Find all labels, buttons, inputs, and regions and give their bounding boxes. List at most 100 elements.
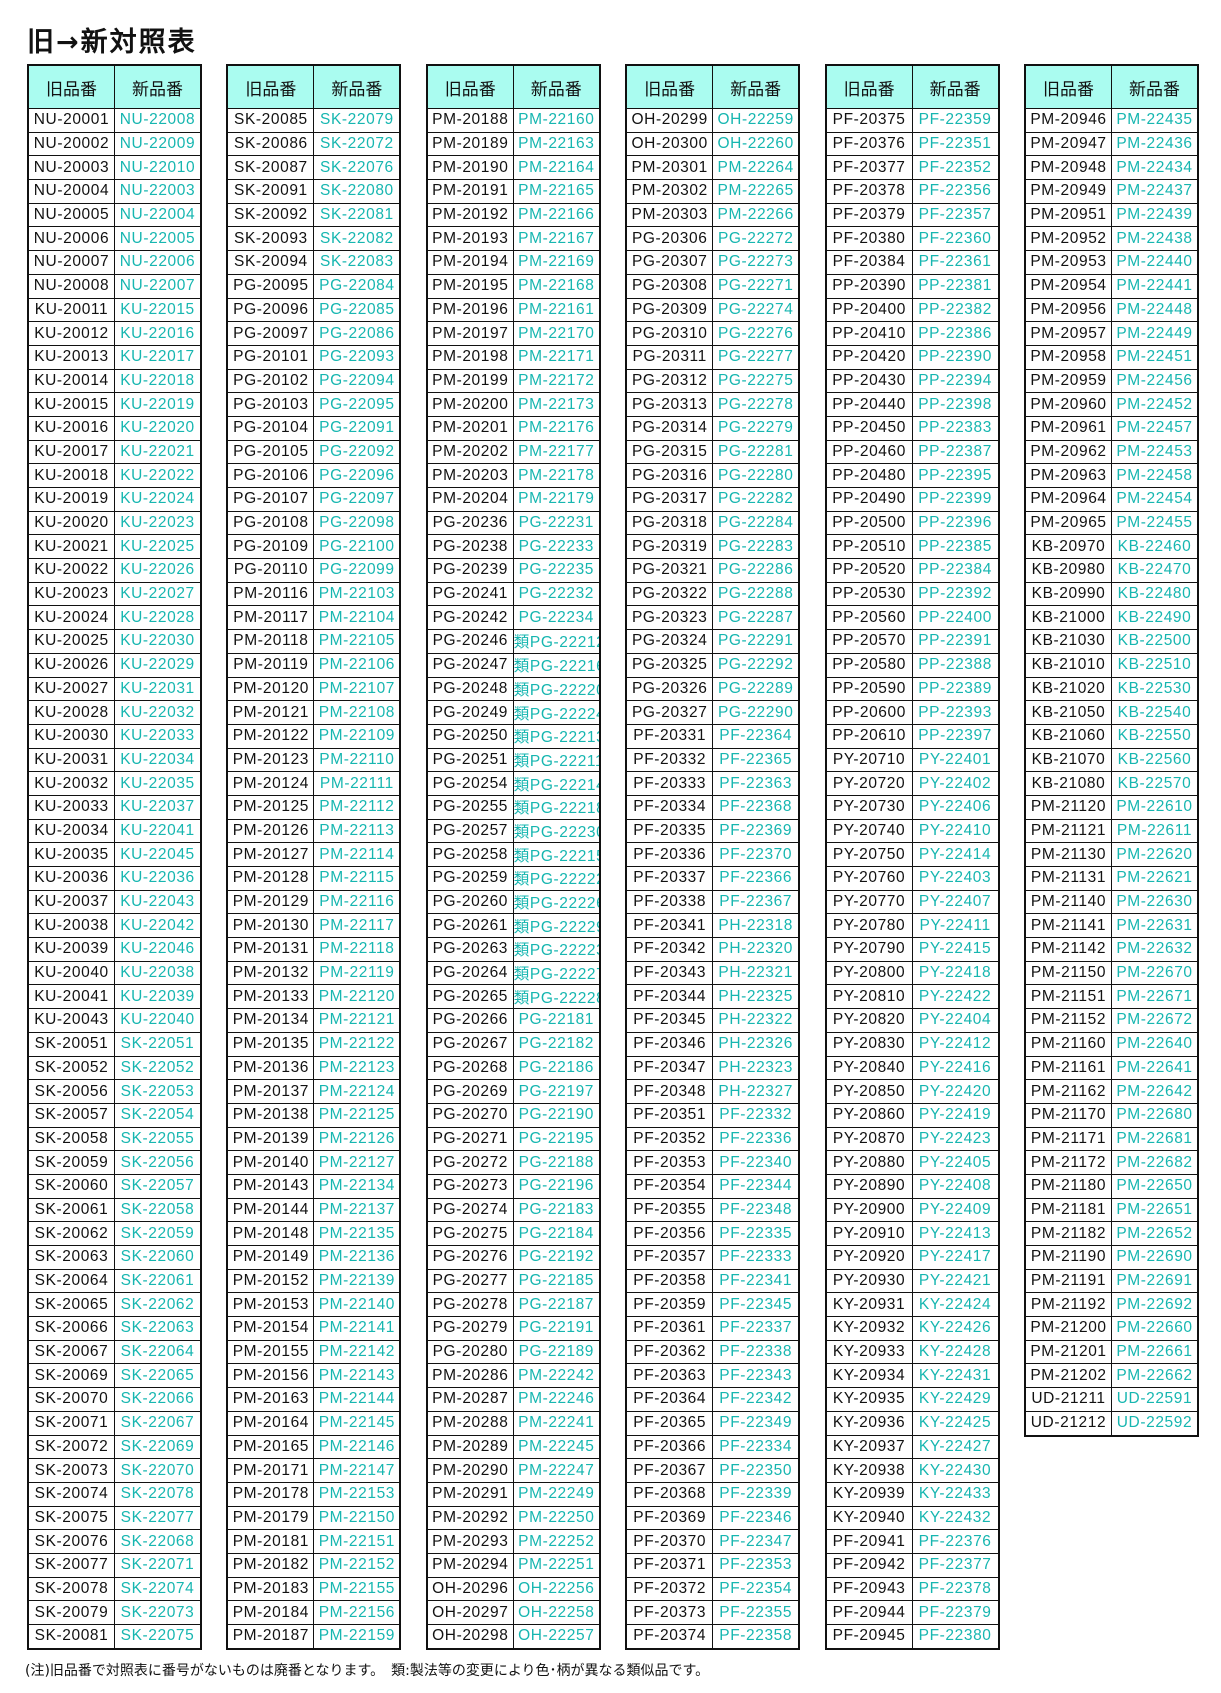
table-row: PP-20510 PP-22385: [825, 534, 1000, 560]
old-number-cell: PM-20961: [1024, 415, 1112, 441]
table-row: KU-20031 KU-22034: [27, 747, 202, 773]
old-number-cell: PF-20346: [625, 1031, 714, 1057]
old-number-cell: PP-20410: [825, 321, 913, 346]
table-row: PM-20154 PM-22141: [226, 1316, 401, 1341]
new-number-cell: PF-22356: [911, 179, 1000, 204]
old-number-cell: PM-20962: [1024, 439, 1112, 465]
table-row: SK-20079 SK-22073: [27, 1600, 202, 1625]
table-row: PM-20291 PM-22249: [426, 1481, 601, 1507]
table-row: PG-20277 PG-22185: [426, 1268, 601, 1294]
new-number-cell: PY-22416: [911, 1055, 1000, 1081]
table-row: SK-20067 SK-22064: [27, 1339, 202, 1365]
old-number-cell: PM-20134: [226, 1008, 315, 1033]
new-number-cell: SK-22071: [114, 1552, 202, 1578]
old-number-cell: PM-20198: [426, 344, 514, 370]
old-number-cell: KB-21060: [1024, 723, 1112, 749]
new-number-cell: PP-22382: [911, 297, 1000, 323]
new-number-cell: KU-22022: [114, 463, 202, 488]
new-number-cell: PG-22097: [313, 487, 401, 512]
new-number-cell: PF-22337: [712, 1316, 800, 1341]
new-number-cell: SK-22064: [114, 1339, 202, 1365]
table-row: PM-21130 PM-22620: [1024, 842, 1199, 867]
conversion-table: 旧品番 新品番 PM-20188 PM-22160 PM-20189 PM-22163 PM…: [425, 64, 601, 1650]
table-row: PG-20096 PG-22085: [226, 297, 401, 323]
table-row: PG-20250 類PG-22213: [426, 723, 601, 749]
new-number-cell: KU-22030: [114, 629, 202, 654]
old-number-cell: OH-20299: [625, 108, 714, 133]
old-number-cell: PG-20238: [426, 534, 514, 560]
table-row: PF-20354 PF-22344: [625, 1173, 800, 1199]
old-number-cell: PG-20106: [226, 463, 315, 488]
table-row: SK-20087 SK-22076: [226, 155, 401, 181]
table-row: PM-20952 PM-22438: [1024, 226, 1199, 252]
old-number-cell: KU-20028: [27, 700, 115, 725]
old-number-cell: PF-20366: [625, 1434, 714, 1460]
new-number-cell: PG-22185: [512, 1268, 601, 1294]
new-number-cell: PG-22272: [712, 226, 800, 252]
table-row: NU-20003 NU-22010: [27, 155, 202, 181]
new-number-cell: PG-22093: [313, 344, 401, 370]
new-number-cell: PM-22251: [512, 1552, 601, 1578]
new-number-cell: PY-22409: [911, 1197, 1000, 1223]
table-row: KB-21080 KB-22570: [1024, 771, 1199, 796]
new-number-cell: PP-22390: [911, 344, 1000, 370]
new-number-cell: PM-22166: [512, 202, 601, 228]
table-row: PP-20570 PP-22391: [825, 629, 1000, 654]
table-row: NU-20005 NU-22004: [27, 202, 202, 228]
table-row: PY-20760 PY-22403: [825, 866, 1000, 891]
old-number-cell: PG-20310: [625, 321, 714, 346]
table-row: KU-20017 KU-22021: [27, 439, 202, 465]
new-number-cell: KU-22023: [114, 510, 202, 536]
table-row: PM-20196 PM-22161: [426, 297, 601, 323]
new-number-cell: KB-22550: [1111, 723, 1199, 749]
old-number-cell: PF-20354: [625, 1173, 714, 1199]
table-row: KU-20013 KU-22017: [27, 344, 202, 370]
table-row: PP-20610 PP-22397: [825, 723, 1000, 749]
old-number-cell: PM-20154: [226, 1316, 315, 1341]
new-number-cell: KU-22036: [114, 866, 202, 891]
new-number-cell: PM-22113: [313, 818, 401, 844]
new-number-cell: SK-22076: [313, 155, 401, 181]
old-number-cell: PF-20362: [625, 1339, 714, 1365]
new-number-cell: PM-22167: [512, 226, 601, 252]
old-number-cell: PM-20135: [226, 1031, 315, 1057]
table-row: PM-20200 PM-22173: [426, 392, 601, 417]
old-number-cell: PM-20130: [226, 913, 315, 939]
new-number-cell: PY-22418: [911, 960, 1000, 986]
table-row: PM-20128 PM-22115: [226, 866, 401, 891]
table-row: SK-20086 SK-22072: [226, 131, 401, 157]
old-number-cell: PM-20117: [226, 605, 315, 631]
table-row: PG-20108 PG-22098: [226, 510, 401, 536]
new-number-cell: PP-22396: [911, 510, 1000, 536]
old-number-cell: PM-20120: [226, 676, 315, 702]
new-number-cell: KB-22490: [1111, 605, 1199, 631]
table-row: PG-20241 PG-22232: [426, 581, 601, 607]
table-row: SK-20066 SK-22063: [27, 1316, 202, 1341]
table-row: PF-20372 PF-22354: [625, 1576, 800, 1602]
table-row: OH-20298 OH-22257: [426, 1623, 601, 1650]
new-number-cell: SK-22056: [114, 1150, 202, 1175]
old-number-cell: PM-20132: [226, 960, 315, 986]
new-number-cell: PG-22190: [512, 1102, 601, 1128]
new-number-cell: SK-22063: [114, 1316, 202, 1341]
table-row: KU-20027 KU-22031: [27, 676, 202, 702]
new-number-cell: PM-22455: [1111, 510, 1199, 536]
table-row: PG-20266 PG-22181: [426, 1008, 601, 1033]
table-row: PM-21202 PM-22662: [1024, 1363, 1199, 1389]
new-number-cell: PM-22120: [313, 984, 401, 1010]
new-number-cell: SK-22052: [114, 1055, 202, 1081]
old-number-cell: PM-20123: [226, 747, 315, 773]
table-row: PG-20248 類PG-22220: [426, 676, 601, 702]
new-number-cell: PM-22640: [1111, 1031, 1199, 1057]
old-number-cell: PM-20301: [625, 155, 714, 181]
table-row: KU-20028 KU-22032: [27, 700, 202, 725]
new-number-cell: PF-22349: [712, 1410, 800, 1436]
new-number-cell: SK-22079: [313, 108, 401, 133]
new-number-cell: PM-22137: [313, 1197, 401, 1223]
table-row: PF-20943 PF-22378: [825, 1576, 1000, 1602]
table-row: SK-20072 SK-22069: [27, 1434, 202, 1460]
table-row: UD-21211 UD-22591: [1024, 1387, 1199, 1412]
table-row: PY-20740 PY-22410: [825, 818, 1000, 844]
table-row: PF-20356 PF-22335: [625, 1221, 800, 1246]
new-number-cell: SK-22061: [114, 1268, 202, 1294]
